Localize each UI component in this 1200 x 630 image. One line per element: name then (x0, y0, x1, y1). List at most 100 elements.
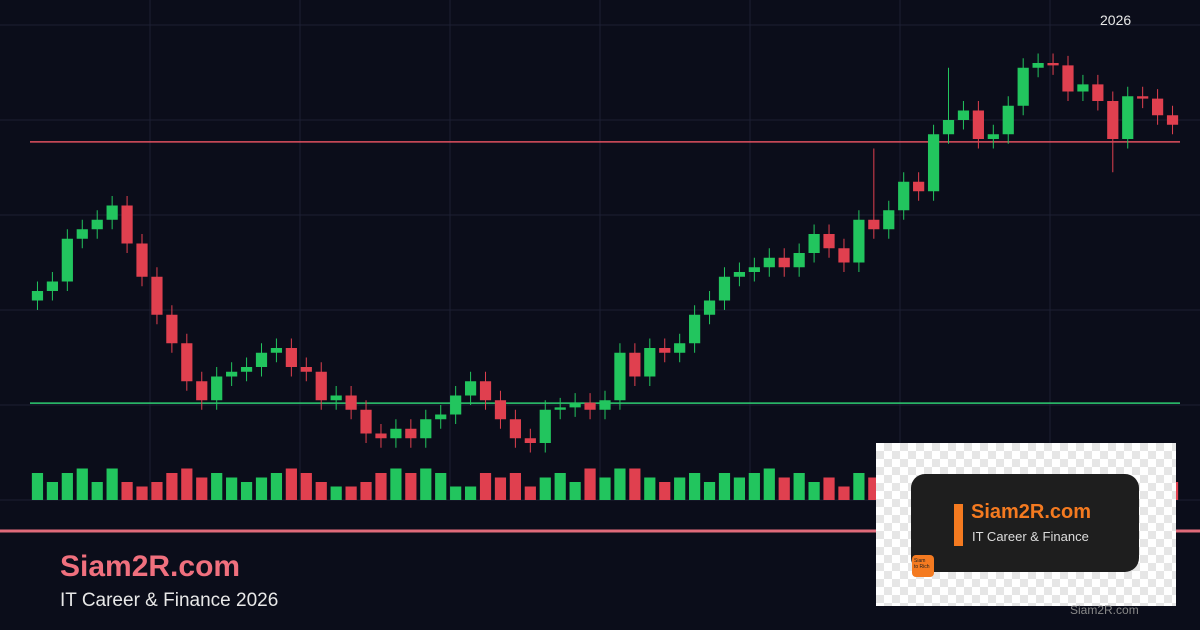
volume-bar (494, 477, 507, 500)
candle-body (76, 229, 88, 239)
candle-body (405, 428, 417, 439)
candle-body (584, 402, 596, 410)
volume-bar (226, 477, 238, 500)
candle-body (1137, 96, 1149, 99)
candle-body (614, 352, 626, 401)
volume-bar (748, 473, 760, 500)
candle-body (226, 371, 238, 377)
candle-body (644, 348, 656, 377)
volume-bar (644, 477, 656, 500)
badge-line: to Rich (914, 564, 930, 570)
volume-bar (121, 482, 133, 500)
candle-body (479, 381, 492, 401)
candle-body (240, 367, 253, 372)
volume-bar (420, 468, 432, 500)
volume-bar (345, 486, 357, 500)
volume-bar (211, 473, 223, 500)
volume-bar (868, 477, 880, 500)
logo-pill: Siam2R.com IT Career & Finance Siam to R… (911, 474, 1139, 577)
volume-bar (61, 473, 73, 500)
volume-bar (479, 473, 492, 500)
volume-bar (136, 486, 148, 500)
logo-bar (954, 504, 963, 546)
volume-bar (569, 482, 581, 500)
candle-body (524, 438, 536, 443)
candle-body (703, 300, 716, 315)
candle-body (360, 409, 372, 434)
candle-body (748, 267, 760, 272)
candle-body (136, 243, 148, 277)
candle-body (270, 348, 283, 353)
volume-bar (330, 486, 342, 500)
candle-body (539, 409, 551, 443)
candle-body (106, 205, 118, 220)
candle-body (46, 281, 59, 291)
candle-body (509, 419, 521, 439)
candle-body (808, 234, 820, 253)
volume-bar (703, 482, 716, 500)
volume-bar (300, 473, 312, 500)
volume-bar (106, 468, 118, 500)
candle-body (733, 272, 746, 277)
candle-body (674, 343, 686, 353)
candle-body (778, 257, 790, 268)
candle-body (420, 419, 432, 439)
candle-body (838, 248, 850, 263)
candle-body (853, 219, 865, 263)
candle-body (285, 348, 297, 367)
volume-bar (584, 468, 596, 500)
volume-bar (718, 473, 731, 500)
candle-body (375, 433, 387, 439)
volume-bar (464, 486, 477, 500)
volume-bar (46, 482, 59, 500)
volume-bar (539, 477, 551, 500)
candle-body (659, 348, 671, 353)
candle-body (1166, 115, 1179, 125)
volume-bar (509, 473, 521, 500)
volume-bar (91, 482, 103, 500)
candle-body (927, 134, 940, 192)
logo-tagline: IT Career & Finance (972, 529, 1089, 544)
candle-body (1062, 65, 1074, 92)
candle-body (718, 276, 731, 301)
volume-bar (435, 473, 447, 500)
candle-body (450, 395, 462, 415)
volume-bar (405, 473, 417, 500)
volume-bar (674, 477, 686, 500)
candle-body (196, 381, 208, 401)
volume-bar (270, 473, 283, 500)
volume-bar (196, 477, 208, 500)
volume-bar (793, 473, 805, 500)
candle-body (166, 314, 178, 344)
candle-body (868, 219, 880, 230)
volume-bar (166, 473, 178, 500)
candle-body (61, 238, 73, 282)
candle-body (898, 181, 910, 211)
candle-body (435, 414, 447, 420)
volume-bar (375, 473, 387, 500)
candle-body (883, 210, 895, 230)
volume-bar (524, 486, 536, 500)
candle-body (972, 110, 984, 139)
candle-body (1017, 67, 1029, 106)
candle-body (390, 428, 402, 439)
volume-bar (823, 477, 835, 500)
volume-bar (763, 468, 775, 500)
logo-box: Siam2R.com IT Career & Finance Siam to R… (876, 443, 1176, 606)
volume-bar (390, 468, 402, 500)
candle-body (211, 376, 223, 401)
candle-body (255, 352, 268, 367)
volume-bar (614, 468, 626, 500)
candle-body (1151, 98, 1164, 116)
candle-body (554, 407, 566, 410)
candle-body (31, 291, 44, 301)
volume-bar (285, 468, 297, 500)
volume-bar (599, 477, 611, 500)
candle-body (1032, 63, 1044, 68)
candle-body (569, 402, 581, 408)
candle-body (1077, 84, 1089, 92)
candle-body (1092, 84, 1104, 101)
candle-body (315, 371, 327, 401)
